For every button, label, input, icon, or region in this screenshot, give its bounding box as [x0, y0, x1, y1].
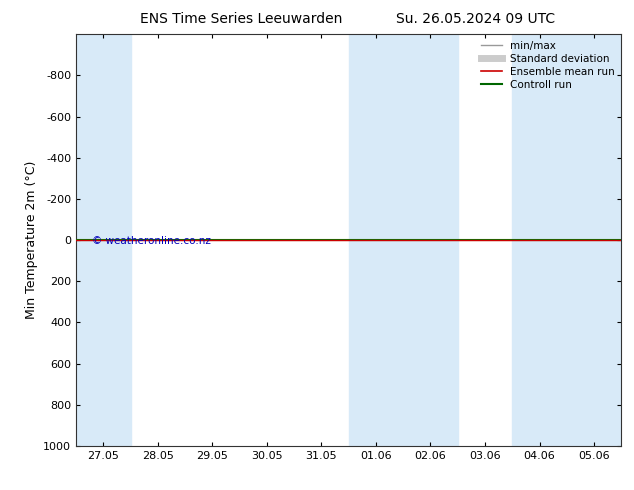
Text: ENS Time Series Leeuwarden: ENS Time Series Leeuwarden [139, 12, 342, 26]
Text: © weatheronline.co.nz: © weatheronline.co.nz [93, 236, 211, 246]
Y-axis label: Min Temperature 2m (°C): Min Temperature 2m (°C) [25, 161, 37, 319]
Bar [76, 34, 131, 446]
Text: Su. 26.05.2024 09 UTC: Su. 26.05.2024 09 UTC [396, 12, 555, 26]
Bar [512, 34, 621, 446]
Legend: min/max, Standard deviation, Ensemble mean run, Controll run: min/max, Standard deviation, Ensemble me… [477, 36, 619, 94]
Bar [349, 34, 458, 446]
